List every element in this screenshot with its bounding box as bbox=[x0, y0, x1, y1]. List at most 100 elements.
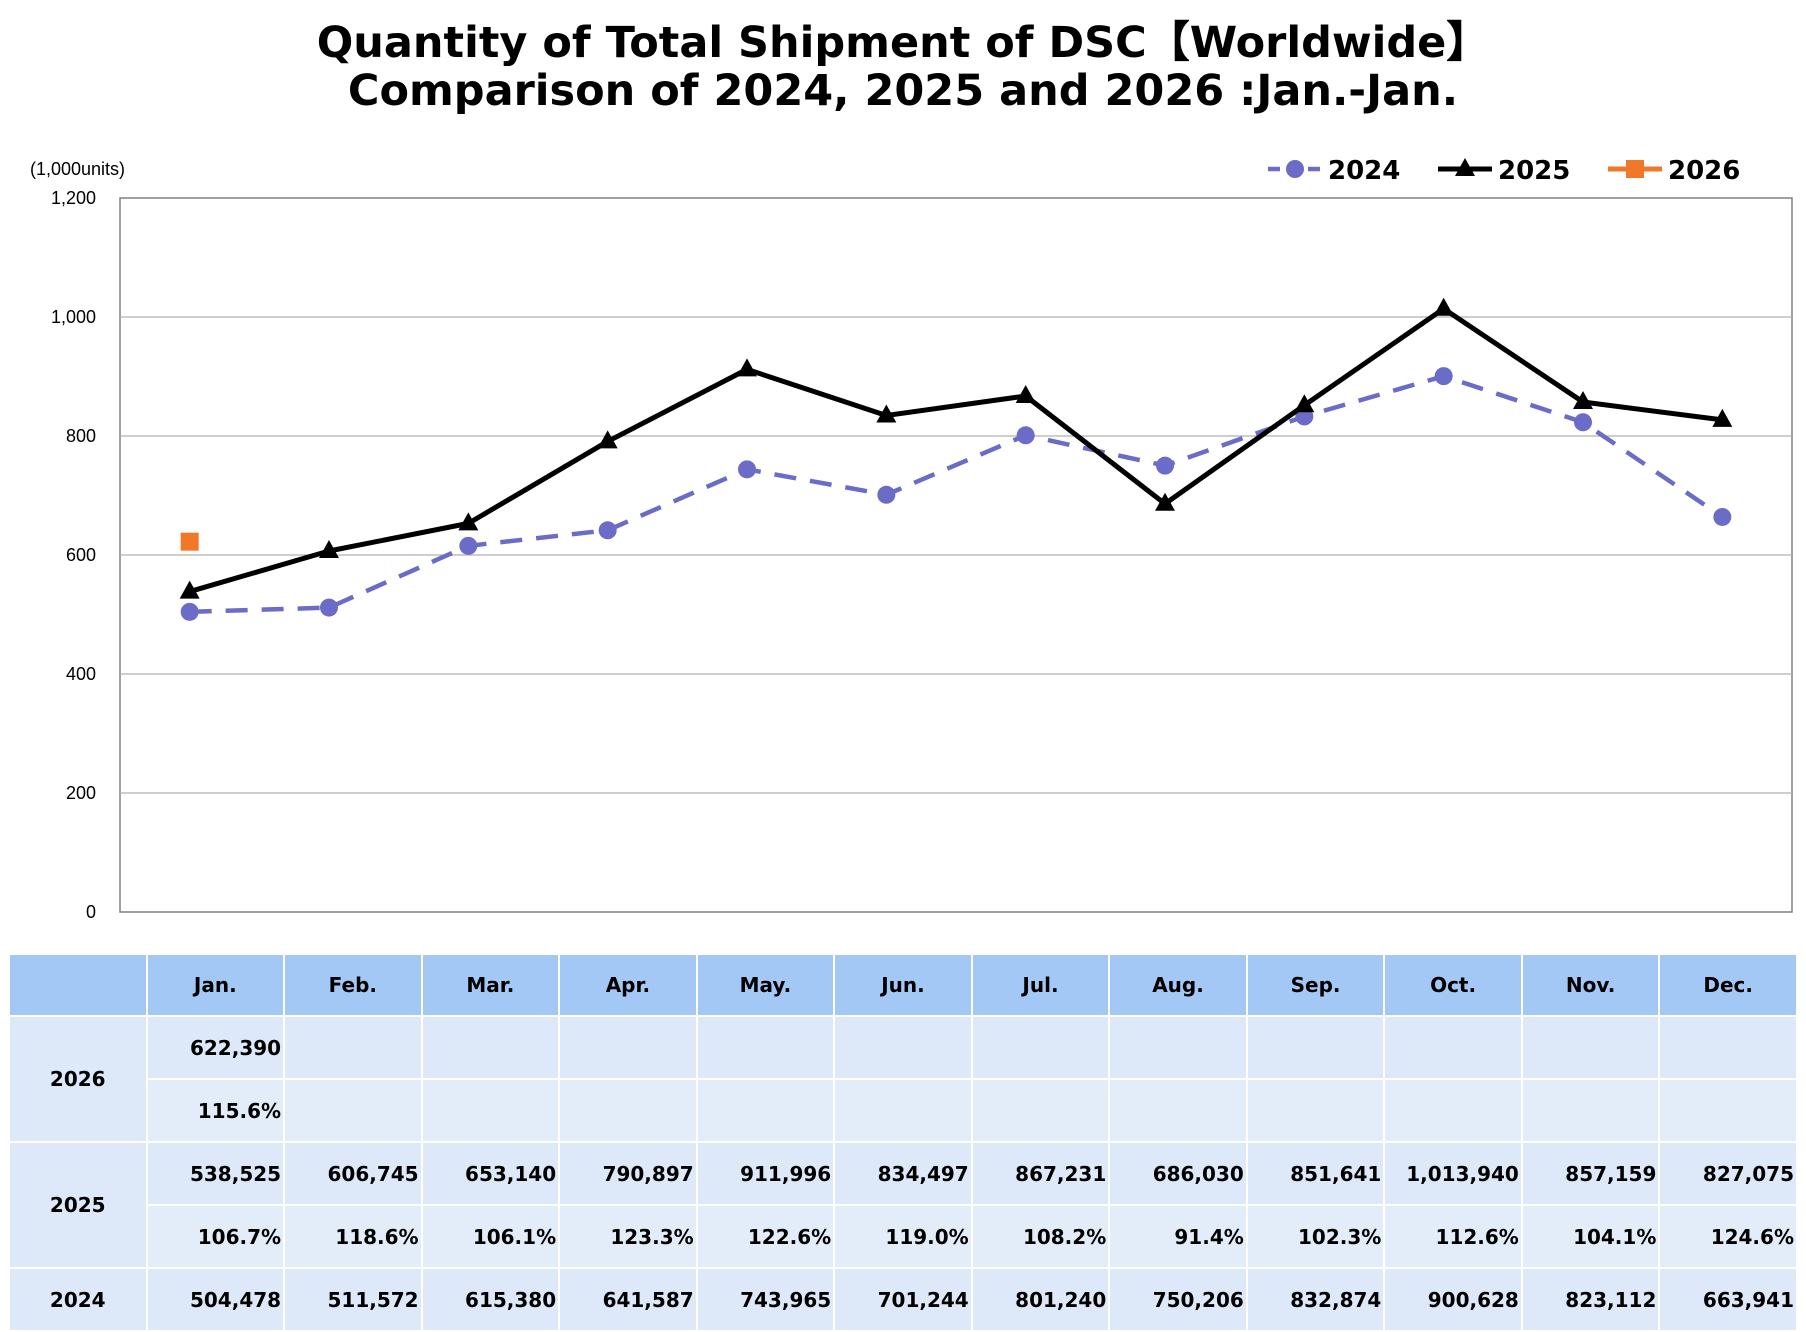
y-axis-unit-label: (1,000units) bbox=[30, 159, 126, 179]
data-point-2025 bbox=[319, 539, 339, 558]
table-value-cell: 801,240 bbox=[972, 1269, 1109, 1330]
table-row: 2026 622,390 bbox=[10, 1017, 1796, 1141]
table-pct-cell: 102.3% bbox=[1247, 1206, 1384, 1267]
data-point-2025 bbox=[1433, 297, 1454, 316]
table-value-cell: 823,112 bbox=[1522, 1269, 1659, 1330]
table-value-cell: 511,572 bbox=[285, 1269, 421, 1330]
table-value-cell bbox=[697, 1017, 834, 1078]
table-row-pct: 106.7% 118.6% 106.1% 123.3% 122.6% 119.0% 108.… bbox=[10, 1206, 1796, 1267]
table-month-header: Sep. bbox=[1247, 955, 1384, 1015]
table-value-cell: 834,497 bbox=[835, 1143, 971, 1204]
chart-title-line1: Quantity of Total Shipment of DSC【Worldw… bbox=[316, 18, 1490, 68]
line-chart: 0 200 400 600 800 1,000 1,200 2024 2025 2026 bbox=[51, 156, 1793, 922]
data-point-2025 bbox=[1294, 394, 1315, 413]
table-month-header: Mar. bbox=[422, 955, 559, 1015]
table-value-cell: 851,641 bbox=[1247, 1143, 1384, 1204]
data-point-2025 bbox=[876, 404, 897, 423]
data-point-2024 bbox=[320, 598, 338, 617]
table-value-cell: 641,587 bbox=[560, 1269, 696, 1330]
data-point-2025 bbox=[1015, 384, 1036, 403]
data-point-2024 bbox=[1156, 456, 1174, 475]
table-value-cell: 832,874 bbox=[1247, 1269, 1384, 1330]
table-pct-cell: 106.1% bbox=[422, 1206, 559, 1267]
table-year-label: 2026 bbox=[10, 1017, 146, 1141]
table-value-cell: 686,030 bbox=[1110, 1143, 1246, 1204]
data-point-2026 bbox=[1626, 160, 1644, 178]
table-value-cell bbox=[972, 1017, 1109, 1078]
table-value-cell bbox=[1247, 1017, 1384, 1078]
data-point-2024 bbox=[1434, 367, 1453, 386]
table-month-header: Oct. bbox=[1385, 955, 1521, 1015]
table-month-header: Jul. bbox=[972, 955, 1109, 1015]
series-line-2024 bbox=[189, 373, 1724, 615]
table-pct-cell bbox=[972, 1080, 1109, 1141]
table-pct-cell: 123.3% bbox=[560, 1206, 696, 1267]
table-pct-cell bbox=[697, 1080, 834, 1141]
table-value-cell bbox=[1110, 1017, 1246, 1078]
table-value-cell bbox=[285, 1017, 421, 1078]
table-pct-cell bbox=[1522, 1080, 1659, 1141]
table-pct-cell: 112.6% bbox=[1385, 1206, 1521, 1267]
table-row: 2024 504,478 511,572 615,380 641,587 743,965 7… bbox=[10, 1269, 1796, 1330]
legend-label-2024: 2024 bbox=[1328, 156, 1400, 186]
legend-label-2026: 2026 bbox=[1668, 156, 1740, 186]
table-value-cell: 538,525 bbox=[147, 1143, 284, 1204]
data-point-2025 bbox=[1455, 158, 1475, 176]
data-point-2024 bbox=[180, 602, 199, 621]
table-value-cell: 743,965 bbox=[697, 1269, 834, 1330]
table-pct-cell: 122.6% bbox=[697, 1206, 834, 1267]
data-point-2025 bbox=[597, 430, 618, 449]
table-month-header: Nov. bbox=[1522, 955, 1659, 1015]
chart-title-line2: Comparison of 2024, 2025 and 2026 :Jan.-… bbox=[347, 66, 1459, 116]
data-table: Jan. Feb. Mar. Apr. May. Jun. Jul. Aug. Sep. Oct.… bbox=[8, 953, 1798, 1332]
table-value-cell bbox=[560, 1017, 696, 1078]
table-value-cell: 857,159 bbox=[1522, 1143, 1659, 1204]
data-point-2025 bbox=[737, 358, 757, 377]
table-pct-cell bbox=[1660, 1080, 1796, 1141]
table-value-cell: 504,478 bbox=[147, 1269, 284, 1330]
table-pct-cell: 91.4% bbox=[1110, 1206, 1246, 1267]
legend-label-2025: 2025 bbox=[1498, 156, 1570, 186]
table-year-label: 2024 bbox=[10, 1269, 146, 1330]
data-point-2024 bbox=[877, 485, 896, 504]
data-point-2025 bbox=[1155, 492, 1175, 511]
table-value-cell: 663,941 bbox=[1660, 1269, 1796, 1330]
series-line-2025 bbox=[188, 306, 1723, 594]
table-month-header: May. bbox=[697, 955, 834, 1015]
data-point-2024 bbox=[1713, 507, 1732, 526]
table-pct-cell bbox=[1385, 1080, 1521, 1141]
table-row: 2025 538,525 606,745 653,140 790,897 911,996 8… bbox=[10, 1143, 1796, 1267]
table-value-cell: 790,897 bbox=[560, 1143, 696, 1204]
table-pct-cell: 118.6% bbox=[285, 1206, 421, 1267]
y-tick-label: 1,000 bbox=[51, 307, 96, 327]
data-point-2024 bbox=[459, 536, 478, 555]
table-value-cell: 750,206 bbox=[1110, 1269, 1246, 1330]
y-tick-label: 800 bbox=[66, 426, 96, 446]
table-month-header: Apr. bbox=[560, 955, 696, 1015]
data-point-2024 bbox=[598, 521, 617, 540]
table-value-cell: 606,745 bbox=[285, 1143, 421, 1204]
table-month-header: Aug. bbox=[1110, 955, 1246, 1015]
table-value-cell: 1,013,940 bbox=[1385, 1143, 1521, 1204]
table-value-cell bbox=[1660, 1017, 1796, 1078]
table-value-cell: 867,231 bbox=[972, 1143, 1109, 1204]
table-pct-cell bbox=[835, 1080, 971, 1141]
table-pct-cell bbox=[285, 1080, 421, 1141]
data-point-2024 bbox=[1286, 160, 1304, 178]
data-point-2025 bbox=[179, 580, 200, 599]
y-tick-label: 1,200 bbox=[51, 188, 96, 208]
table-pct-cell bbox=[1110, 1080, 1246, 1141]
table-pct-cell bbox=[560, 1080, 696, 1141]
table-value-cell: 900,628 bbox=[1385, 1269, 1521, 1330]
data-point-2025 bbox=[458, 512, 479, 531]
table-value-cell: 911,996 bbox=[697, 1143, 834, 1204]
table-value-cell: 653,140 bbox=[422, 1143, 559, 1204]
table-value-cell bbox=[422, 1017, 559, 1078]
table-pct-cell: 106.7% bbox=[147, 1206, 284, 1267]
data-point-2025 bbox=[1573, 390, 1593, 409]
table-corner-cell bbox=[10, 955, 146, 1015]
y-tick-label: 400 bbox=[66, 664, 96, 684]
table-pct-cell: 104.1% bbox=[1522, 1206, 1659, 1267]
table-pct-cell: 124.6% bbox=[1660, 1206, 1796, 1267]
data-point-2024 bbox=[1016, 426, 1035, 445]
